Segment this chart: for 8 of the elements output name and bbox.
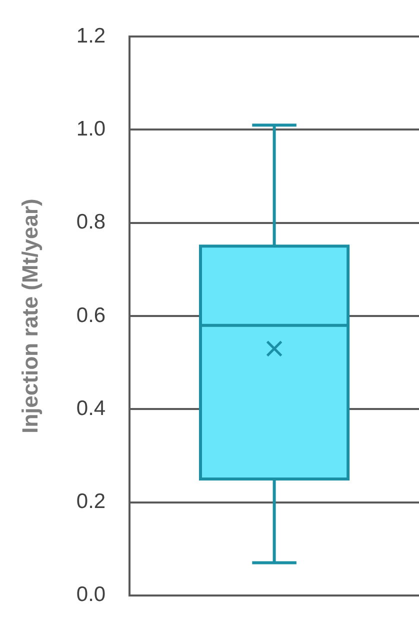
y-tick-label: 1.0 xyxy=(76,118,106,141)
y-axis-title: Injection rate (Mt/year) xyxy=(17,198,42,434)
y-tick-label: 0.0 xyxy=(76,583,106,606)
y-tick-label: 0.2 xyxy=(76,490,106,514)
y-tick-label: 0.4 xyxy=(76,396,106,420)
y-tick-label: 1.2 xyxy=(76,24,106,48)
y-tick-label: 0.6 xyxy=(76,304,106,327)
y-tick-label: 0.8 xyxy=(76,210,106,234)
